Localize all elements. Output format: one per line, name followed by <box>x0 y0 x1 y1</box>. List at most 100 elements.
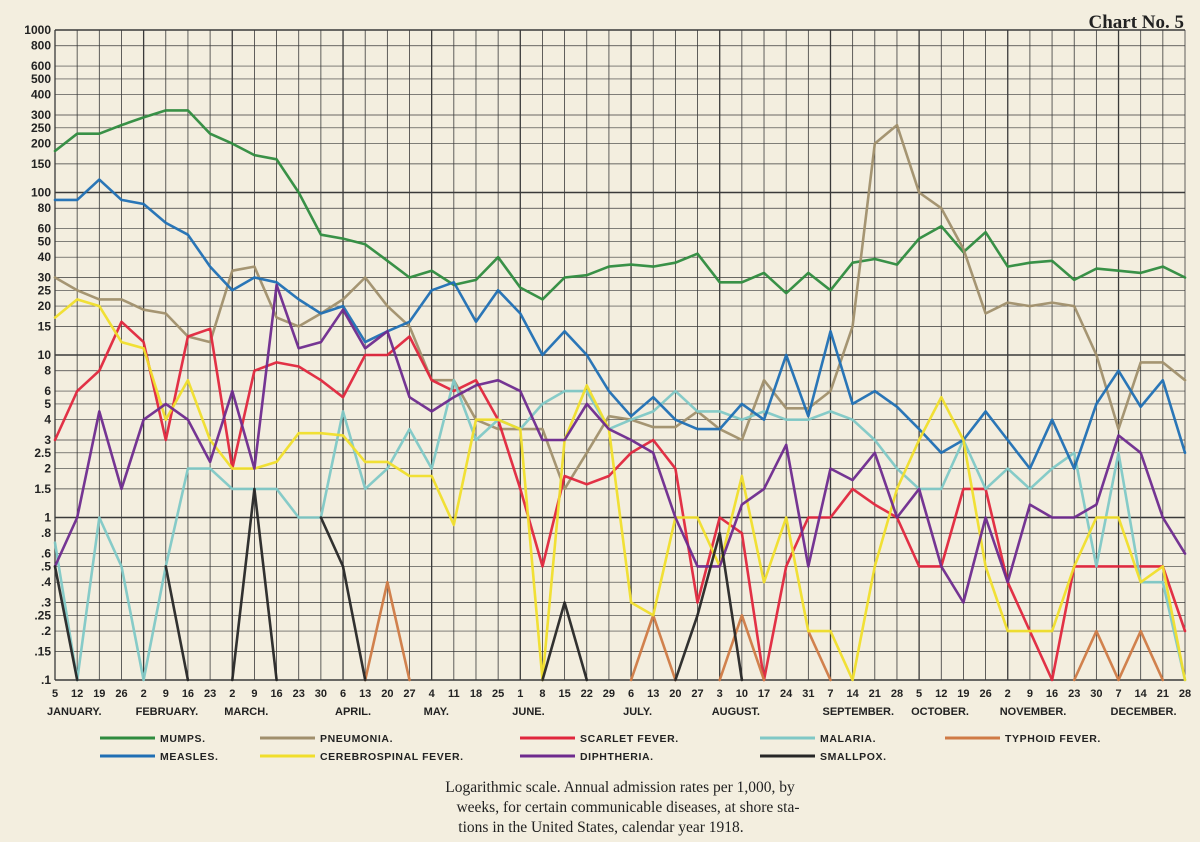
y-tick-label: .3 <box>41 595 51 609</box>
x-tick-label: 17 <box>758 688 770 700</box>
x-tick-label: 23 <box>1068 688 1080 700</box>
y-tick-label: .15 <box>34 644 51 658</box>
y-tick-label: .2 <box>41 624 51 638</box>
x-tick-label: 22 <box>581 688 593 700</box>
x-tick-label: 29 <box>603 688 615 700</box>
month-label: JUNE. <box>512 706 544 718</box>
x-tick-label: 20 <box>381 688 393 700</box>
x-tick-label: 27 <box>403 688 415 700</box>
y-tick-label: 8 <box>44 364 51 378</box>
y-tick-label: 30 <box>38 270 52 284</box>
y-tick-label: 2 <box>44 462 51 476</box>
legend-label: CEREBROSPINAL FEVER. <box>320 751 464 763</box>
x-tick-label: 9 <box>163 688 169 700</box>
series-lines <box>53 109 1187 682</box>
y-tick-label: 200 <box>31 137 51 151</box>
x-tick-label: 31 <box>802 688 814 700</box>
x-tick-label: 14 <box>847 688 860 700</box>
x-tick-label: 25 <box>492 688 504 700</box>
x-tick-label: 28 <box>1179 688 1191 700</box>
caption: Logarithmic scale. Annual admission rate… <box>445 779 799 836</box>
y-tick-label: 1000 <box>24 23 51 37</box>
y-tick-label: 15 <box>38 319 52 333</box>
y-tick-label: 250 <box>31 121 51 135</box>
caption-line: Logarithmic scale. Annual admission rate… <box>445 779 795 796</box>
series-line <box>53 178 1187 470</box>
x-tick-label: 18 <box>470 688 482 700</box>
legend: MUMPS. PNEUMONIA. SCARLET FEVER. MALARIA. TY… <box>100 733 1100 763</box>
legend-label: PNEUMONIA. <box>320 733 393 745</box>
x-tick-label: 6 <box>628 688 634 700</box>
x-tick-label: 2 <box>141 688 147 700</box>
y-tick-label: 60 <box>38 222 52 236</box>
month-label: SEPTEMBER. <box>822 706 894 718</box>
x-tick-label: 19 <box>957 688 969 700</box>
x-tick-label: 13 <box>359 688 371 700</box>
x-tick-label: 15 <box>558 688 570 700</box>
x-tick-label: 12 <box>71 688 83 700</box>
x-tick-label: 4 <box>429 688 436 700</box>
y-tick-label: 2.5 <box>34 446 51 460</box>
x-tick-label: 13 <box>647 688 659 700</box>
x-tick-label: 9 <box>251 688 257 700</box>
y-tick-label: 1 <box>44 511 51 525</box>
y-tick-label: 600 <box>31 59 51 73</box>
y-tick-label: .4 <box>41 575 51 589</box>
x-axis-ticks: 5 12 19 26 2 9 16 23 2 9 16 23 30 6 13 20 27 4 11 18 25 1 8 15 2… <box>52 688 1191 700</box>
month-label: JANUARY. <box>47 706 102 718</box>
x-tick-label: 16 <box>1046 688 1058 700</box>
month-label: FEBRUARY. <box>136 706 199 718</box>
y-tick-label: 6 <box>44 384 51 398</box>
y-tick-label: 80 <box>38 201 52 215</box>
x-tick-label: 2 <box>1005 688 1011 700</box>
x-tick-label: 3 <box>717 688 723 700</box>
x-tick-label: 24 <box>780 688 793 700</box>
legend-label: SCARLET FEVER. <box>580 733 679 745</box>
x-tick-label: 30 <box>1090 688 1102 700</box>
y-tick-label: 300 <box>31 108 51 122</box>
month-label: DECEMBER. <box>1111 706 1177 718</box>
y-tick-label: 10 <box>38 348 52 362</box>
caption-line: tions in the United States, calendar yea… <box>458 819 743 836</box>
y-tick-label: .8 <box>41 526 51 540</box>
series-line <box>53 320 1187 682</box>
month-label: APRIL. <box>335 706 371 718</box>
y-tick-label: 4 <box>44 413 51 427</box>
month-label: AUGUST. <box>712 706 760 718</box>
y-tick-label: .5 <box>41 559 51 573</box>
x-tick-label: 12 <box>935 688 947 700</box>
y-tick-label: .25 <box>34 608 51 622</box>
x-tick-label: 16 <box>182 688 194 700</box>
series-line <box>53 123 1187 491</box>
y-tick-label: 1.5 <box>34 482 51 496</box>
y-tick-label: .6 <box>41 547 51 561</box>
x-tick-label: 14 <box>1135 688 1148 700</box>
x-tick-label: 28 <box>891 688 903 700</box>
series-line <box>53 487 744 682</box>
month-labels: JANUARY. FEBRUARY. MARCH. APRIL. MAY. JUNE. JU… <box>47 706 1177 718</box>
x-tick-label: 9 <box>1027 688 1033 700</box>
x-tick-label: 21 <box>1157 688 1169 700</box>
x-tick-label: 30 <box>315 688 327 700</box>
chart-number-label: Chart No. 5 <box>1088 12 1184 33</box>
x-tick-label: 16 <box>270 688 282 700</box>
grid <box>54 29 1186 681</box>
x-tick-label: 21 <box>869 688 881 700</box>
y-tick-label: 150 <box>31 157 51 171</box>
x-tick-label: 5 <box>52 688 58 700</box>
month-label: OCTOBER. <box>911 706 969 718</box>
y-tick-label: .1 <box>41 673 51 687</box>
x-tick-label: 5 <box>916 688 922 700</box>
y-tick-label: 100 <box>31 186 51 200</box>
legend-label: DIPHTHERIA. <box>580 751 654 763</box>
month-label: MARCH. <box>224 706 268 718</box>
series-line <box>53 378 1187 682</box>
x-tick-label: 8 <box>539 688 545 700</box>
y-tick-label: 20 <box>38 299 52 313</box>
x-tick-label: 19 <box>93 688 105 700</box>
x-tick-label: 23 <box>204 688 216 700</box>
month-label: MAY. <box>424 706 449 718</box>
